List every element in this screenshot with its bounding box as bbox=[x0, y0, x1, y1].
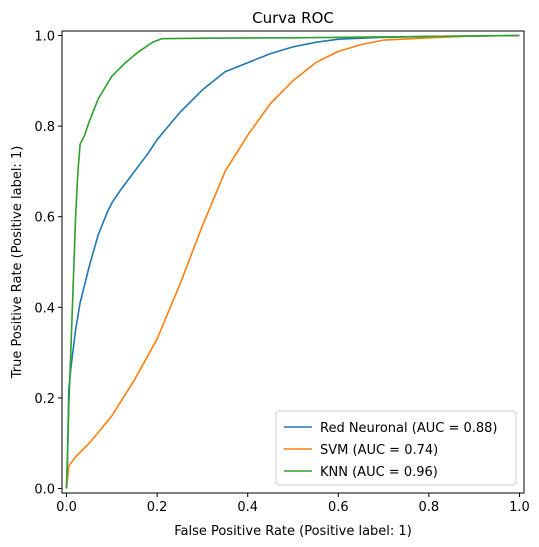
x-tick-label: 0.4 bbox=[237, 500, 258, 515]
x-tick-label: 0.6 bbox=[328, 500, 349, 515]
series-line-2 bbox=[65, 34, 520, 489]
series-line-0 bbox=[65, 34, 520, 489]
y-axis: 0.0 0.2 0.4 0.6 0.8 1.0 bbox=[34, 30, 62, 497]
plot-area bbox=[65, 34, 520, 489]
legend-label-0: Red Neuronal (AUC = 0.88) bbox=[320, 421, 498, 436]
y-tick-label: 0.2 bbox=[34, 392, 55, 407]
legend-label-2: KNN (AUC = 0.96) bbox=[320, 465, 438, 480]
x-tick-label: 0.8 bbox=[419, 500, 440, 515]
y-tick-label: 0.4 bbox=[34, 301, 55, 316]
plot-frame bbox=[61, 30, 525, 494]
x-axis: 0.0 0.2 0.4 0.6 0.8 1.0 bbox=[56, 493, 530, 515]
y-tick-label: 1.0 bbox=[34, 30, 55, 45]
legend-label-1: SVM (AUC = 0.74) bbox=[320, 443, 438, 458]
x-tick-label: 0.0 bbox=[56, 500, 77, 515]
legend-box bbox=[275, 410, 517, 486]
series-line-1 bbox=[65, 34, 520, 489]
y-tick-label: 0.8 bbox=[34, 120, 55, 135]
x-tick-label: 1.0 bbox=[509, 500, 530, 515]
chart-title: Curva ROC bbox=[252, 9, 334, 27]
y-tick-label: 0.6 bbox=[34, 211, 55, 226]
legend: Red Neuronal (AUC = 0.88) SVM (AUC = 0.74… bbox=[275, 410, 517, 486]
y-tick-label: 0.0 bbox=[34, 482, 55, 497]
y-axis-label: True Positive Rate (Positive label: 1) bbox=[10, 146, 25, 380]
x-tick-label: 0.2 bbox=[147, 500, 168, 515]
x-axis-label: False Positive Rate (Positive label: 1) bbox=[174, 524, 412, 539]
